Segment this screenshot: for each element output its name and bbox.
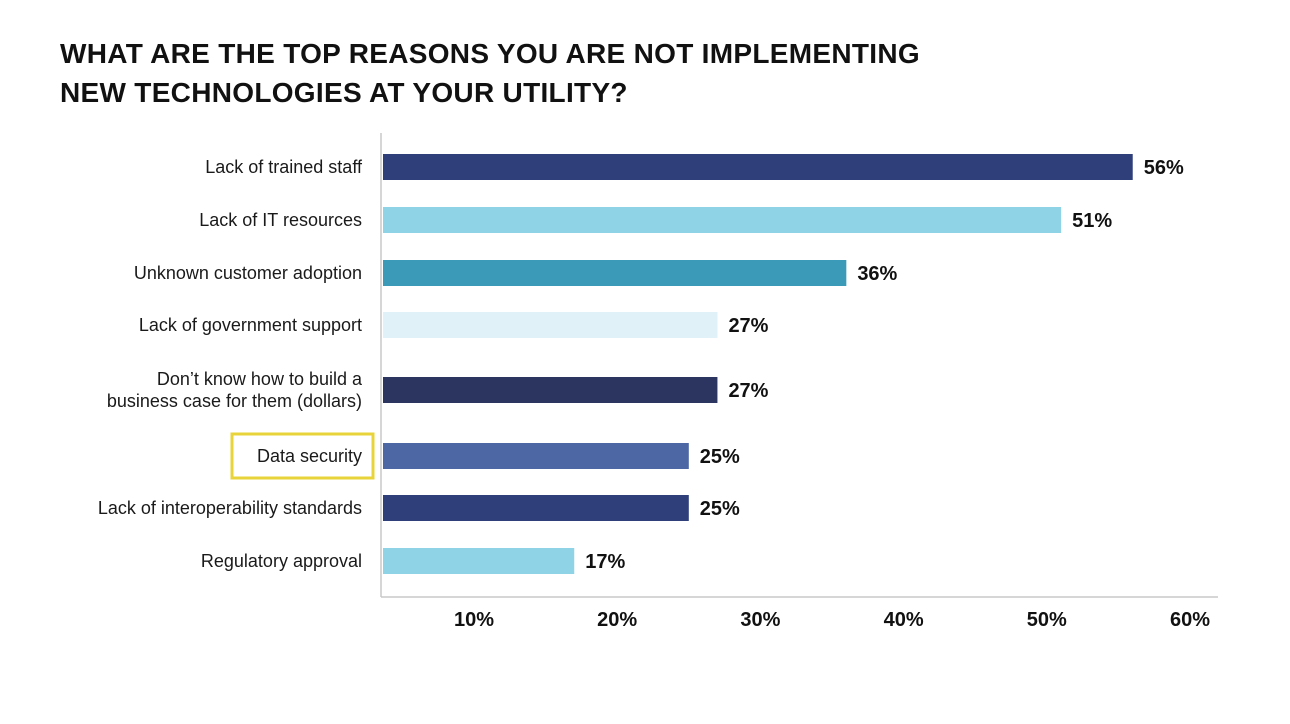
bar	[383, 548, 575, 574]
bar	[383, 207, 1062, 233]
bar	[383, 260, 847, 286]
value-label: 51%	[1072, 210, 1112, 232]
chart-title-line-1: WHAT ARE THE TOP REASONS YOU ARE NOT IMP…	[60, 38, 920, 69]
highlight-box	[230, 432, 375, 480]
x-tick-label: 40%	[884, 609, 924, 631]
chart-title-line-2: NEW TECHNOLOGIES AT YOUR UTILITY?	[60, 77, 628, 108]
chart-title: WHAT ARE THE TOP REASONS YOU ARE NOT IMP…	[60, 34, 920, 112]
value-label: 27%	[728, 315, 768, 337]
value-label: 27%	[728, 380, 768, 402]
category-label: business case for them (dollars)	[107, 391, 362, 411]
x-tick-label: 60%	[1170, 609, 1210, 631]
value-label: 25%	[700, 498, 740, 520]
x-tick-label: 20%	[597, 609, 637, 631]
value-label: 56%	[1144, 157, 1184, 179]
category-label: Unknown customer adoption	[134, 263, 362, 283]
x-tick-label: 30%	[740, 609, 780, 631]
value-label: 36%	[857, 263, 897, 285]
category-label: Lack of trained staff	[205, 157, 363, 177]
value-label: 25%	[700, 446, 740, 468]
bar	[383, 312, 718, 338]
bar	[383, 154, 1133, 180]
category-label: Lack of IT resources	[199, 210, 362, 230]
bar	[383, 377, 718, 403]
value-label: 17%	[585, 551, 625, 573]
category-label: Regulatory approval	[201, 551, 362, 571]
bar	[383, 495, 689, 521]
category-label: Data security	[257, 446, 362, 466]
x-tick-label: 50%	[1027, 609, 1067, 631]
x-tick-label: 10%	[454, 609, 494, 631]
category-label: Lack of government support	[139, 315, 362, 335]
bar	[383, 443, 689, 469]
category-label: Don’t know how to build a	[157, 369, 363, 389]
category-label: Lack of interoperability standards	[98, 498, 362, 518]
